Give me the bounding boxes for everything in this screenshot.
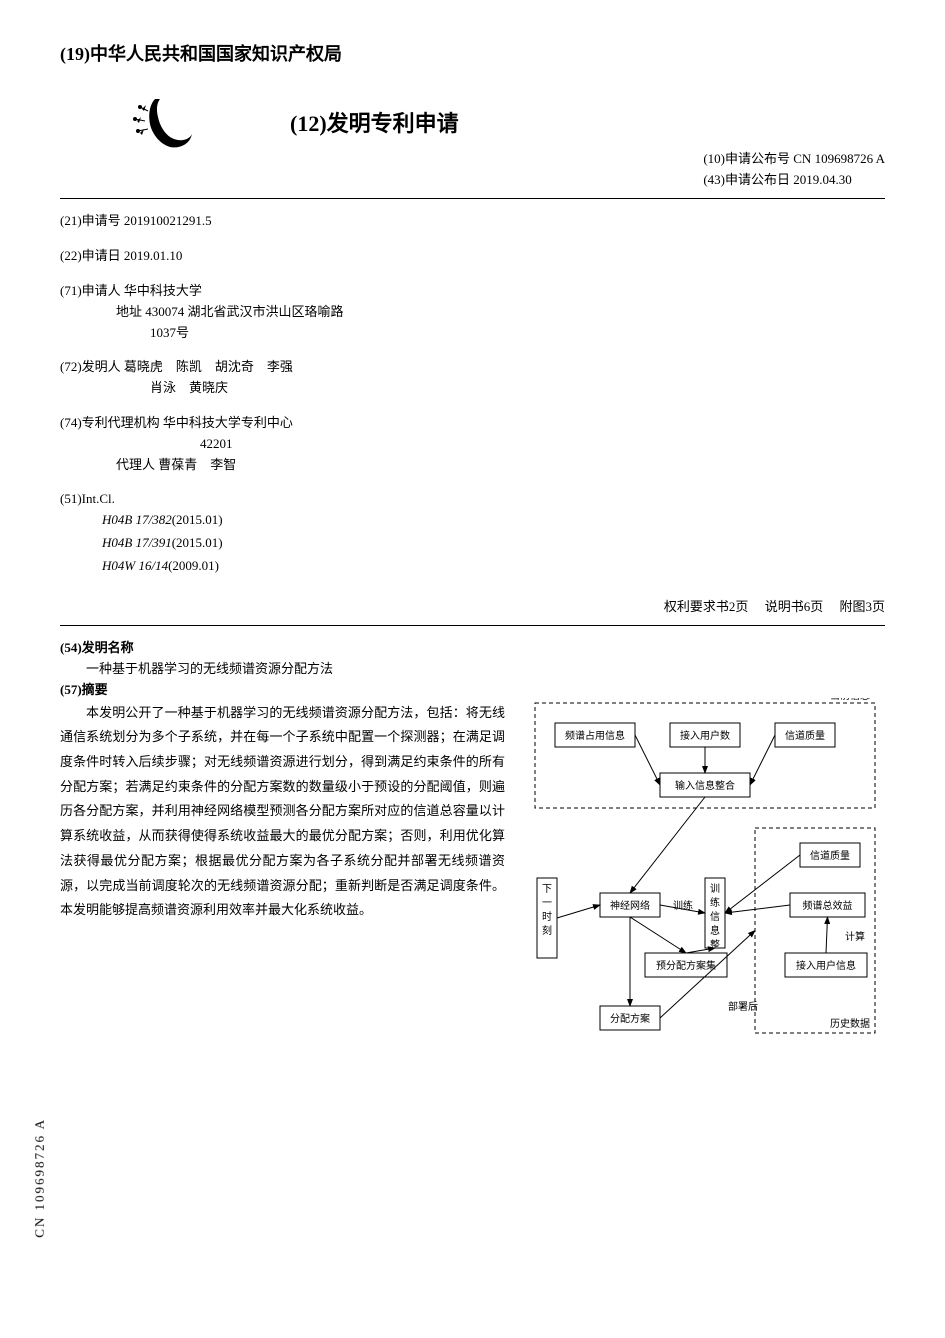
ipc-date-3: (2009.01) (168, 558, 219, 573)
divider-2 (60, 625, 885, 626)
svg-text:信道质量: 信道质量 (810, 849, 850, 862)
svg-text:计算: 计算 (845, 930, 865, 943)
svg-text:输入信息整合: 输入信息整合 (675, 779, 735, 792)
app-date-label: (22)申请日 (60, 248, 121, 263)
title-section-label: (54)发明名称 (60, 638, 505, 659)
address-line1: 430074 湖北省武汉市洪山区珞喻路 (145, 304, 343, 319)
agency-line1: 华中科技大学专利中心 (163, 415, 293, 430)
pub-number-label: (10)申请公布号 (703, 151, 790, 166)
svg-text:神经网络: 神经网络 (610, 899, 650, 912)
svg-text:练: 练 (710, 896, 720, 909)
side-pub-number: CN 109698726 A (30, 1118, 51, 1238)
flowchart-diagram: 当前信息历史数据频谱占用信息接入用户数信道质量输入信息整合信道质量频谱总效益计算… (525, 698, 885, 1043)
drawings-pages: 附图3页 (839, 599, 885, 614)
svg-text:频谱总效益: 频谱总效益 (803, 899, 853, 912)
svg-text:信: 信 (710, 911, 720, 923)
app-number: 201910021291.5 (124, 213, 212, 228)
svg-text:时: 时 (542, 911, 552, 923)
svg-text:接入用户数: 接入用户数 (680, 729, 730, 742)
bibliographic-data: (21)申请号 201910021291.5 (22)申请日 2019.01.1… (60, 211, 480, 576)
address-line2: 1037号 (60, 323, 480, 344)
ipc-code-3: H04W 16/14 (102, 558, 168, 573)
ipc-date-2: (2015.01) (172, 535, 223, 550)
svg-text:分配方案: 分配方案 (610, 1012, 650, 1025)
pub-date: 2019.04.30 (793, 172, 852, 187)
svg-text:刻: 刻 (542, 924, 552, 937)
page-counts: 权利要求书2页 说明书6页 附图3页 (60, 597, 885, 618)
content-row: (54)发明名称 一种基于机器学习的无线频谱资源分配方法 (57)摘要 本发明公… (60, 638, 885, 1051)
inventor-label: (72)发明人 (60, 359, 121, 374)
abstract-section-label: (57)摘要 (60, 680, 505, 701)
svg-text:接入用户信息: 接入用户信息 (796, 959, 856, 972)
app-date: 2019.01.10 (124, 248, 183, 263)
invention-title: 一种基于机器学习的无线频谱资源分配方法 (60, 659, 505, 680)
svg-text:频谱占用信息: 频谱占用信息 (565, 729, 625, 742)
document-type: (12)发明专利申请 (290, 106, 885, 141)
ipc-code-2: H04B 17/391 (102, 535, 172, 550)
claims-pages: 权利要求书2页 (664, 599, 749, 614)
agent-label: 代理人 (116, 457, 155, 472)
diagram-column: 当前信息历史数据频谱占用信息接入用户数信道质量输入信息整合信道质量频谱总效益计算… (525, 638, 885, 1051)
description-pages: 说明书6页 (765, 599, 824, 614)
ipc-date-1: (2015.01) (172, 512, 223, 527)
applicant: 华中科技大学 (124, 283, 202, 298)
svg-text:息: 息 (710, 924, 720, 937)
abstract-column: (54)发明名称 一种基于机器学习的无线频谱资源分配方法 (57)摘要 本发明公… (60, 638, 505, 1051)
ipc-label: (51)Int.Cl. (60, 489, 480, 510)
svg-text:信道质量: 信道质量 (785, 729, 825, 742)
agency-line2: 42201 (60, 434, 480, 455)
app-number-label: (21)申请号 (60, 213, 121, 228)
cnipa-logo-icon (120, 89, 210, 159)
divider (60, 198, 885, 199)
inventors-line1: 葛晓虎 陈凯 胡沈奇 李强 (124, 359, 293, 374)
address-label: 地址 (116, 304, 142, 319)
svg-text:当前信息: 当前信息 (830, 698, 870, 702)
svg-text:部署后: 部署后 (728, 1000, 758, 1013)
pub-number: CN 109698726 A (793, 151, 885, 166)
svg-text:预分配方案集: 预分配方案集 (656, 959, 716, 972)
pub-date-label: (43)申请公布日 (703, 172, 790, 187)
svg-text:下: 下 (542, 884, 552, 895)
svg-text:一: 一 (542, 898, 552, 909)
abstract-text: 本发明公开了一种基于机器学习的无线频谱资源分配方法，包括：将无线通信系统划分为多… (60, 701, 505, 923)
agency-label: (74)专利代理机构 (60, 415, 160, 430)
svg-text:历史数据: 历史数据 (830, 1017, 870, 1030)
agents: 曹葆青 李智 (158, 457, 236, 472)
svg-text:训: 训 (710, 883, 720, 895)
authority-label: (19)中华人民共和国国家知识产权局 (60, 40, 885, 69)
ipc-code-1: H04B 17/382 (102, 512, 172, 527)
applicant-label: (71)申请人 (60, 283, 121, 298)
inventors-line2: 肖泳 黄晓庆 (60, 378, 480, 399)
